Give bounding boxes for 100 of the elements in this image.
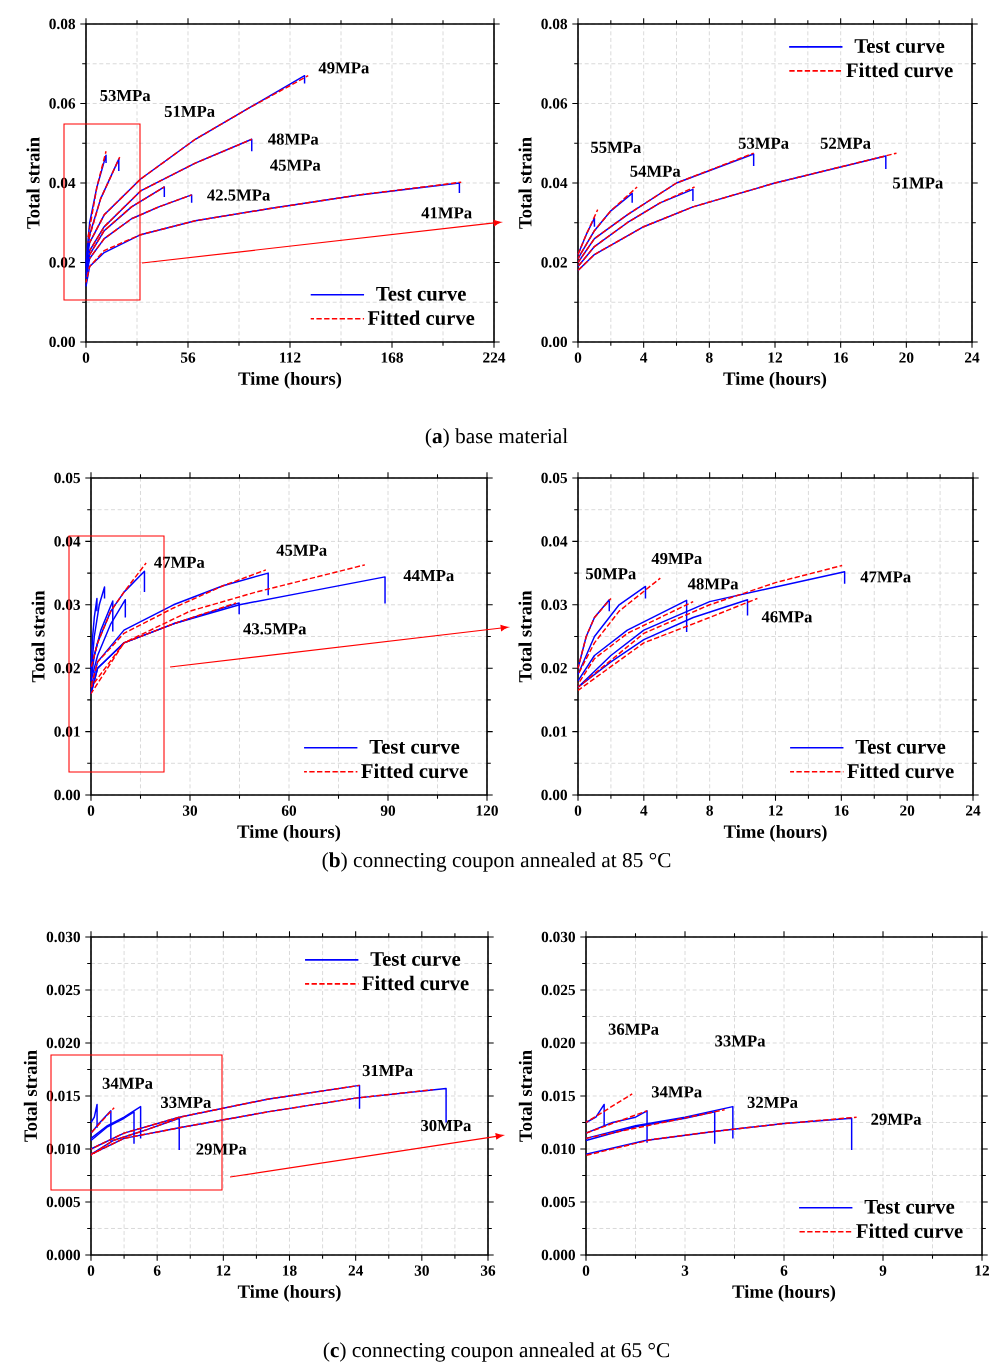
x-tick-label: 24 <box>964 352 980 363</box>
y-tick-label: 0.005 <box>541 1196 576 1208</box>
x-tick-label: 0 <box>87 1265 95 1276</box>
annotation: 53MPa <box>100 89 151 102</box>
x-tick-label: 6 <box>780 1265 788 1276</box>
x-tick-label: 112 <box>280 352 301 363</box>
legend-label: Fitted curve <box>856 1223 963 1239</box>
x-tick-label: 12 <box>216 1265 231 1276</box>
annotation: 30MPa <box>421 1119 472 1132</box>
x-tick-label: 6 <box>153 1265 161 1276</box>
annotation: 45MPa <box>276 544 327 556</box>
annotation: 34MPa <box>651 1086 702 1098</box>
x-tick-label: 20 <box>899 352 914 363</box>
annotation: 31MPa <box>362 1064 413 1077</box>
x-tick-label: 56 <box>180 352 196 363</box>
annotation: 29MPa <box>196 1143 247 1155</box>
y-tick-label: 0.03 <box>541 599 568 610</box>
x-tick-label: 12 <box>769 805 783 816</box>
legend-label: Fitted curve <box>367 310 475 326</box>
x-tick-label: 12 <box>975 1265 990 1276</box>
x-tick-label: 3 <box>681 1265 689 1276</box>
y-tick-label: 0.02 <box>541 663 567 674</box>
annotation: 47MPa <box>154 556 205 568</box>
legend-label: Fitted curve <box>362 975 469 991</box>
y-tick-label: 0.08 <box>49 18 76 30</box>
y-tick-label: 0.05 <box>54 472 81 484</box>
x-tick-label: 0 <box>87 805 95 816</box>
y-tick-label: 0.000 <box>46 1249 81 1261</box>
annotation: 49MPa <box>318 62 370 74</box>
y-tick-label: 0.025 <box>46 984 81 996</box>
y-tick-label: 0.01 <box>54 726 80 737</box>
x-tick-label: 90 <box>380 805 396 816</box>
annotation: 46MPa <box>761 611 813 623</box>
annotation: 41MPa <box>421 207 472 219</box>
y-tick-label: 0.05 <box>541 472 568 484</box>
x-tick-label: 8 <box>706 352 713 363</box>
x-tick-label: 36 <box>480 1265 496 1276</box>
legend-label: Test curve <box>855 740 946 754</box>
annotation: 47MPa <box>860 571 911 583</box>
legend-label: Fitted curve <box>846 62 953 78</box>
annotation: 55MPa <box>591 141 642 153</box>
annotation: 53MPa <box>738 137 789 149</box>
x-tick-label: 120 <box>476 805 498 816</box>
y-tick-label: 0.03 <box>54 599 81 610</box>
y-tick-label: 0.000 <box>541 1249 576 1261</box>
annotation: 51MPa <box>164 105 215 118</box>
x-axis-title: Time (hours) <box>723 371 827 389</box>
text: (a) base material <box>425 428 568 448</box>
annotation: 48MPa <box>687 578 739 590</box>
annotation: 29MPa <box>871 1113 922 1125</box>
annotation: 33MPa <box>161 1096 212 1108</box>
legend-label: Test curve <box>854 39 945 53</box>
x-tick-label: 18 <box>283 1265 297 1276</box>
y-tick-label: 0.030 <box>46 931 81 943</box>
y-tick-label: 0.030 <box>541 931 576 943</box>
y-tick-label: 0.04 <box>54 536 81 547</box>
y-axis-title: Total strain <box>518 1050 532 1142</box>
x-tick-label: 168 <box>381 352 403 363</box>
x-tick-label: 0 <box>574 352 582 363</box>
x-tick-label: 24 <box>965 805 981 816</box>
x-tick-label: 0 <box>574 805 582 816</box>
x-tick-label: 60 <box>281 805 297 816</box>
legend-label: Fitted curve <box>361 763 468 779</box>
x-axis-title: Time (hours) <box>237 1284 341 1302</box>
y-tick-label: 0.020 <box>46 1037 81 1049</box>
y-tick-label: 0.04 <box>541 536 568 547</box>
x-axis-title: Time (hours) <box>237 824 341 842</box>
annotation: 49MPa <box>651 552 702 565</box>
annotation: 32MPa <box>747 1096 798 1108</box>
y-tick-label: 0.04 <box>49 177 76 189</box>
y-tick-label: 0.010 <box>541 1143 576 1155</box>
legend-label: Test curve <box>369 740 460 754</box>
y-tick-label: 0.015 <box>46 1090 81 1102</box>
legend-label: Test curve <box>376 286 466 301</box>
x-axis-title: Time (hours) <box>723 824 827 842</box>
x-tick-label: 0 <box>582 1265 590 1276</box>
x-tick-label: 12 <box>768 352 783 363</box>
x-tick-label: 16 <box>834 805 849 816</box>
y-tick-label: 0.08 <box>541 18 568 30</box>
annotation: 34MPa <box>102 1077 153 1089</box>
legend-label: Test curve <box>864 1199 955 1214</box>
x-tick-label: 0 <box>82 352 90 363</box>
annotation: 42.5MPa <box>207 189 271 201</box>
annotation: 52MPa <box>820 137 871 149</box>
y-tick-label: 0.025 <box>541 984 576 996</box>
text: (b) connecting coupon annealed at 85 °C <box>322 852 671 872</box>
annotation: 45MPa <box>270 159 321 171</box>
y-tick-label: 0.06 <box>49 98 76 109</box>
annotation: 43.5MPa <box>243 623 307 635</box>
y-tick-label: 0.02 <box>54 663 80 674</box>
y-axis-title: Total strain <box>23 1050 37 1142</box>
x-axis-title: Time (hours) <box>238 371 342 389</box>
annotation: 50MPa <box>586 568 636 580</box>
y-axis-title: Total strain <box>26 137 40 229</box>
annotation: 44MPa <box>403 570 454 582</box>
y-tick-label: 0.010 <box>46 1143 81 1155</box>
x-tick-label: 224 <box>483 352 506 363</box>
y-tick-label: 0.01 <box>541 726 567 737</box>
x-tick-label: 30 <box>414 1265 429 1276</box>
y-tick-label: 0.020 <box>541 1037 576 1049</box>
